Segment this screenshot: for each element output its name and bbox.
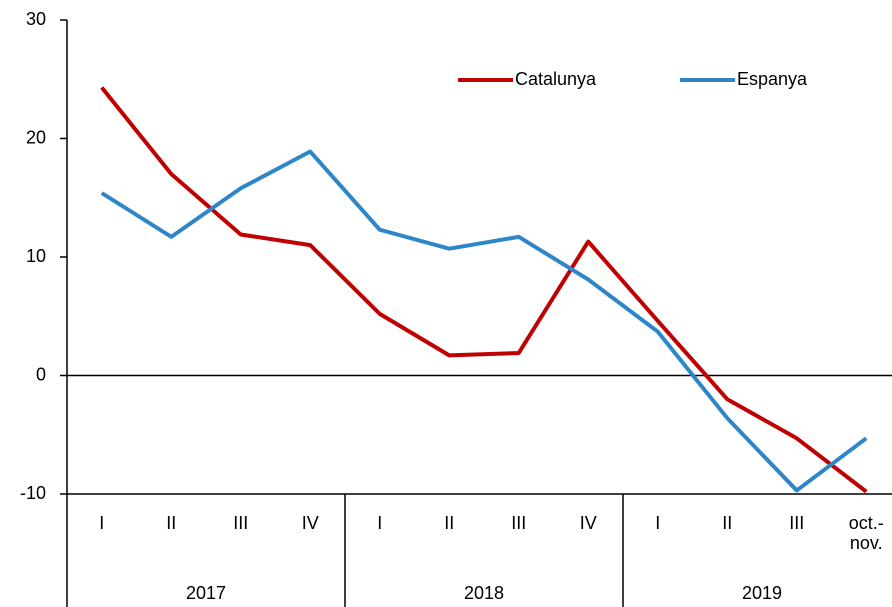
x-tick-label: III: [789, 513, 805, 533]
y-tick-label: 10: [26, 246, 46, 266]
y-tick-label: 30: [26, 9, 46, 29]
year-label: 2017: [186, 583, 226, 603]
x-tick-label: I: [377, 513, 383, 533]
x-tick-label: III: [233, 513, 249, 533]
year-label: 2019: [742, 583, 782, 603]
x-tick-label: I: [99, 513, 105, 533]
x-tick-label: II: [444, 513, 455, 533]
x-tick-label: II: [722, 513, 733, 533]
x-tick-label: III: [511, 513, 527, 533]
y-tick-label: -10: [20, 483, 46, 503]
series-line: [100, 149, 868, 493]
legend-label: Espanya: [737, 69, 808, 89]
x-tick-label: II: [166, 513, 177, 533]
x-tick-label: IV: [301, 513, 319, 533]
series-line: [100, 86, 868, 494]
x-tick-label: IV: [579, 513, 597, 533]
x-tick-label: I: [655, 513, 661, 533]
year-label: 2018: [464, 583, 504, 603]
legend-label: Catalunya: [515, 69, 597, 89]
x-tick-label: oct.-nov.: [848, 513, 884, 553]
y-tick-label: 0: [36, 364, 46, 384]
y-tick-label: 20: [26, 127, 46, 147]
